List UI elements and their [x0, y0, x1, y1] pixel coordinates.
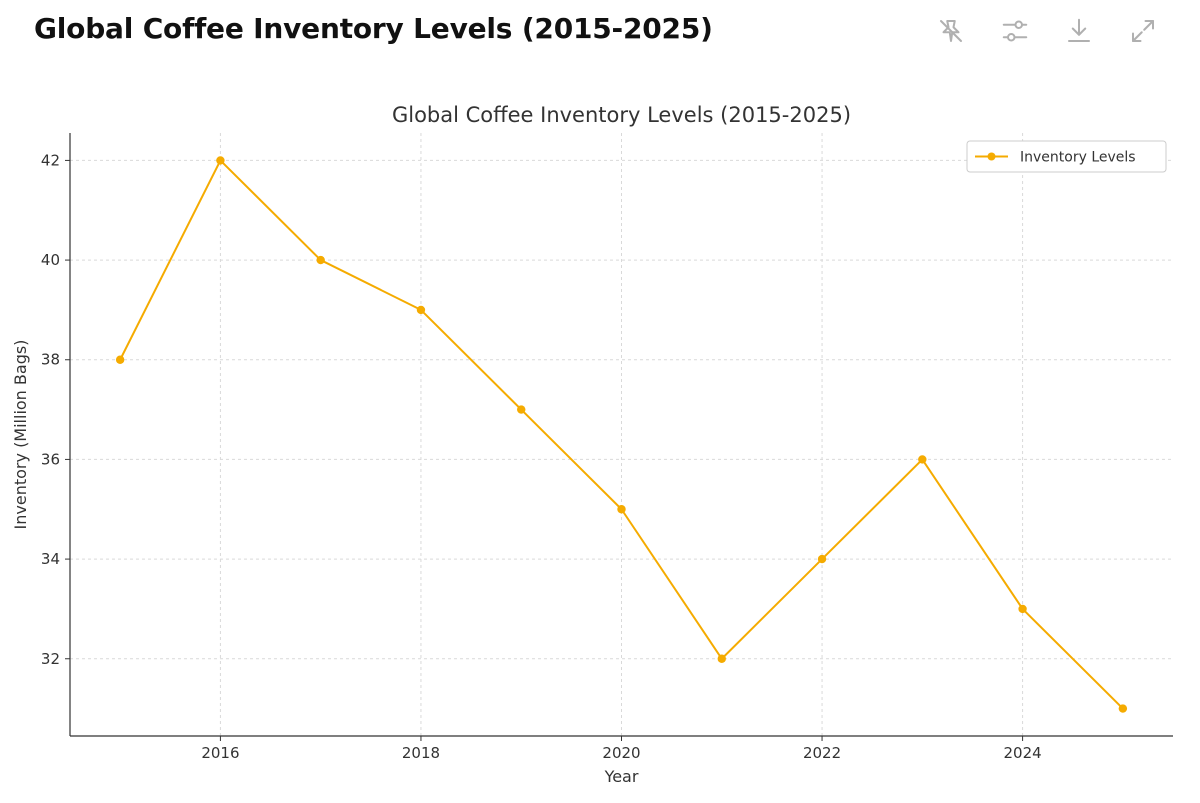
- data-point: [918, 455, 927, 464]
- y-tick-label: 32: [41, 650, 60, 668]
- chart-title: Global Coffee Inventory Levels (2015-202…: [392, 103, 851, 127]
- tick-labels: 2016 2018 2020 2022 2024 32 34 36 38 40 42: [41, 151, 1042, 762]
- y-tick-label: 40: [41, 251, 60, 269]
- legend-label: Inventory Levels: [1020, 150, 1136, 166]
- legend-box: [966, 140, 1167, 173]
- data-point: [517, 405, 526, 414]
- interactive-toggle-button[interactable]: [934, 14, 968, 48]
- y-tick-label: 38: [41, 351, 60, 369]
- data-series: [115, 156, 1128, 713]
- data-point: [316, 255, 325, 265]
- y-tick-label: 42: [41, 151, 60, 169]
- data-point: [1018, 604, 1027, 614]
- data-point: [817, 554, 827, 564]
- expand-icon: [1132, 20, 1154, 42]
- download-icon: [1068, 18, 1090, 42]
- data-point: [115, 355, 125, 364]
- axes: [65, 133, 1173, 741]
- gridlines: [70, 133, 1173, 736]
- page-title: Global Coffee Inventory Levels (2015-202…: [34, 12, 713, 45]
- data-point: [717, 654, 726, 663]
- legend-point-marker: [987, 152, 996, 161]
- x-tick-label: 2022: [803, 744, 841, 762]
- legend: Inventory Levels: [966, 140, 1167, 173]
- download-button[interactable]: [1062, 14, 1096, 48]
- x-axis-label: Year: [604, 767, 639, 786]
- data-point: [416, 305, 426, 315]
- chart-settings-button[interactable]: [998, 14, 1032, 48]
- sliders-icon: [1002, 20, 1028, 42]
- y-tick-label: 34: [41, 550, 60, 568]
- data-point: [617, 505, 626, 514]
- chart-toolbar: [934, 14, 1160, 48]
- data-point: [216, 156, 225, 165]
- data-point: [1118, 704, 1128, 713]
- x-tick-label: 2020: [602, 744, 640, 762]
- y-tick-label: 36: [41, 450, 60, 468]
- x-tick-label: 2024: [1003, 744, 1041, 762]
- x-tick-label: 2018: [402, 744, 440, 762]
- x-tick-label: 2016: [201, 744, 239, 762]
- y-axis-label: Inventory (Million Bags): [11, 340, 30, 530]
- expand-button[interactable]: [1126, 14, 1160, 48]
- pin-off-icon: [940, 20, 962, 42]
